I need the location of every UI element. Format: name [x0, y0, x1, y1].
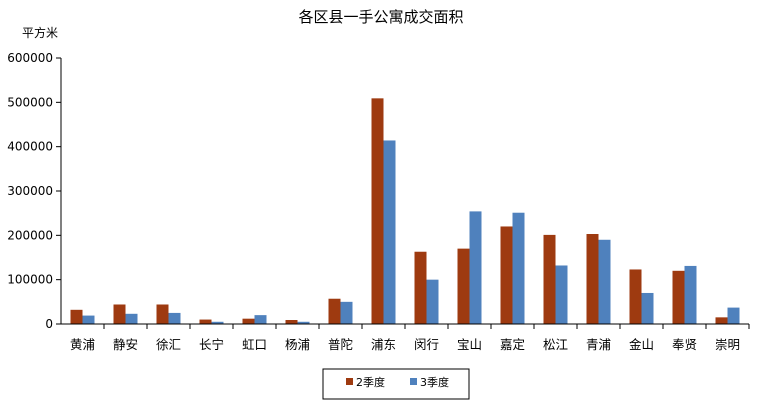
legend: 2季度 3季度: [322, 368, 470, 400]
x-category-label: 虹口: [242, 337, 267, 352]
x-category-label: 青浦: [586, 337, 611, 352]
bar-长宁-3季度: [211, 321, 224, 324]
bar-静安-2季度: [113, 304, 126, 324]
bar-宝山-2季度: [457, 248, 470, 324]
x-category-label: 静安: [113, 337, 138, 352]
x-category-label: 嘉定: [500, 337, 525, 352]
y-tick-label: 100000: [7, 273, 53, 287]
x-category-label: 闵行: [414, 337, 439, 352]
bar-奉贤-2季度: [672, 270, 685, 324]
x-category-label: 金山: [629, 337, 654, 352]
legend-swatch-2季度: [346, 378, 353, 385]
y-tick-label: 0: [45, 317, 53, 331]
bar-黄浦-3季度: [82, 315, 95, 324]
bar-奉贤-3季度: [684, 265, 697, 324]
bar-闵行-3季度: [426, 279, 439, 324]
y-tick-label: 500000: [7, 95, 53, 109]
y-tick-label: 600000: [7, 51, 53, 65]
axes: [60, 58, 749, 325]
x-category-label: 杨浦: [285, 337, 310, 352]
bar-崇明-3季度: [727, 307, 740, 324]
bar-普陀-2季度: [328, 298, 341, 324]
bar-虹口-3季度: [254, 315, 267, 324]
y-tick-label: 300000: [7, 184, 53, 198]
x-axis-category-labels: 黄浦 静安 徐汇 长宁 虹口 杨浦 普陀 浦东 闵行 宝山 嘉定 松江 青浦 金山 奉贤 崇明: [70, 324, 750, 352]
x-category-label: 浦东: [371, 337, 396, 352]
bar-宝山-3季度: [469, 211, 482, 324]
x-category-label: 松江: [543, 337, 568, 352]
bar-普陀-3季度: [340, 301, 353, 324]
y-axis-ticks: 0 100000 200000 300000 400000 500000 600000: [7, 51, 61, 331]
bar-虹口-2季度: [242, 318, 255, 324]
x-category-label: 宝山: [457, 337, 482, 352]
x-category-label: 长宁: [199, 337, 224, 352]
bar-松江-2季度: [543, 234, 556, 324]
bar-长宁-2季度: [199, 319, 212, 324]
bar-静安-3季度: [125, 313, 138, 324]
bar-闵行-2季度: [414, 251, 427, 324]
legend-swatch-3季度: [410, 378, 417, 385]
bars-group: [70, 98, 740, 325]
bar-黄浦-2季度: [70, 309, 83, 324]
bar-徐汇-2季度: [156, 304, 169, 324]
x-category-label: 奉贤: [672, 337, 697, 352]
bar-松江-3季度: [555, 265, 568, 324]
chart-title: 各区县一手公寓成交面积: [298, 8, 463, 26]
y-axis-unit-label: 平方米: [22, 25, 58, 40]
bar-金山-3季度: [641, 292, 654, 324]
y-tick-label: 200000: [7, 228, 53, 242]
bar-青浦-2季度: [586, 234, 599, 324]
bar-金山-2季度: [629, 269, 642, 324]
bar-青浦-3季度: [598, 239, 611, 324]
legend-label-2季度: 2季度: [356, 375, 385, 389]
x-category-label: 普陀: [328, 337, 353, 352]
bar-浦东-2季度: [371, 98, 384, 325]
legend-label-3季度: 3季度: [420, 375, 449, 389]
x-category-label: 黄浦: [70, 337, 95, 352]
bar-嘉定-2季度: [500, 226, 513, 324]
bar-浦东-3季度: [383, 140, 396, 324]
bar-徐汇-3季度: [168, 312, 181, 324]
bar-嘉定-3季度: [512, 212, 525, 324]
x-category-label: 崇明: [715, 337, 740, 352]
bar-崇明-2季度: [715, 317, 728, 324]
bar-杨浦-2季度: [285, 320, 298, 324]
x-category-label: 徐汇: [156, 337, 181, 352]
y-tick-label: 400000: [7, 140, 53, 154]
bar-杨浦-3季度: [297, 321, 310, 324]
